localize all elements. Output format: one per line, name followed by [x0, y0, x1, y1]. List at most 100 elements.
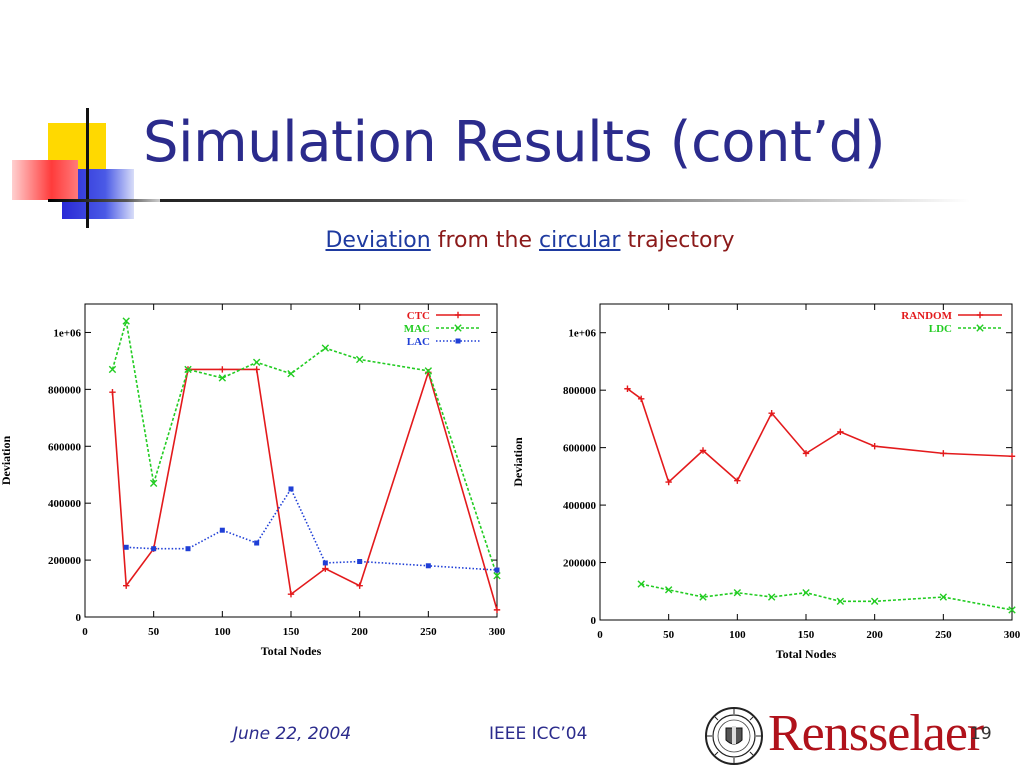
- data-point-random: [837, 428, 844, 436]
- data-point-lac: [322, 560, 328, 566]
- legend-marker-random: [976, 311, 984, 319]
- data-point-mac: [252, 358, 261, 367]
- data-point-lac: [219, 527, 225, 533]
- data-point-mac: [218, 374, 227, 382]
- data-point-mac: [355, 355, 364, 364]
- x-tick-label: 250: [935, 629, 952, 641]
- x-tick-label: 100: [214, 626, 231, 638]
- data-point-random: [624, 385, 631, 392]
- x-tick-label: 100: [729, 629, 746, 641]
- data-point-mac: [424, 367, 433, 375]
- legend-label-random: RANDOM: [901, 310, 952, 322]
- y-tick-label: 200000: [48, 555, 82, 567]
- data-point-ctc: [287, 591, 295, 598]
- y-tick-label: 800000: [48, 384, 82, 396]
- y-tick-label: 0: [76, 612, 82, 624]
- data-point-mac: [108, 365, 117, 374]
- x-tick-label: 200: [866, 629, 883, 641]
- corner-decoration: [12, 108, 160, 228]
- page-title: Simulation Results (cont’d): [143, 110, 886, 175]
- y-tick-label: 1e+06: [568, 328, 596, 340]
- footer-conference: IEEE ICC’04: [489, 724, 588, 744]
- brand-wordmark: Rensselaer: [768, 705, 984, 762]
- x-tick-label: 0: [82, 626, 88, 638]
- data-point-ctc: [322, 565, 329, 572]
- data-point-lac: [123, 544, 129, 550]
- plot-frame: [84, 303, 498, 618]
- data-point-random: [638, 395, 645, 402]
- y-tick-label: 1e+06: [53, 327, 81, 339]
- series-lac: [123, 486, 500, 573]
- x-tick-label: 300: [489, 626, 506, 638]
- data-point-random: [665, 478, 672, 486]
- data-point-mac: [184, 365, 192, 374]
- series-ctc: [109, 366, 501, 614]
- y-tick-label: 600000: [48, 441, 82, 453]
- legend-label-ldc: LDC: [929, 323, 952, 335]
- y-axis-label: Deviation: [0, 436, 13, 486]
- y-tick-label: 400000: [563, 500, 597, 512]
- subtitle-word-circular: circular: [539, 228, 621, 253]
- series-random: [624, 385, 1016, 486]
- data-point-lac: [357, 559, 363, 565]
- data-point-lac: [494, 567, 500, 573]
- data-point-ldc: [767, 593, 776, 601]
- data-point-mac: [122, 317, 130, 325]
- data-point-ldc: [870, 597, 879, 606]
- data-point-ldc: [637, 580, 645, 588]
- data-point-mac: [149, 479, 158, 487]
- data-point-ldc: [836, 597, 845, 606]
- data-point-ldc: [733, 589, 742, 597]
- legend-marker-ctc: [454, 311, 462, 319]
- data-point-ctc: [356, 582, 363, 589]
- x-tick-label: 0: [597, 629, 603, 641]
- x-tick-label: 300: [1004, 629, 1021, 641]
- legend-marker-mac: [454, 324, 462, 332]
- data-point-random: [940, 450, 947, 457]
- data-point-lac: [254, 540, 260, 546]
- horizontal-rule-left: [48, 199, 160, 202]
- data-point-lac: [425, 563, 431, 569]
- red-block: [12, 160, 78, 200]
- data-point-lac: [288, 486, 294, 492]
- data-point-ldc: [1008, 606, 1016, 614]
- legend-label-lac: LAC: [407, 336, 430, 348]
- data-point-ctc: [109, 389, 116, 396]
- data-point-lac: [185, 546, 191, 552]
- x-axis-label: Total Nodes: [776, 647, 837, 661]
- page-number: 19: [970, 724, 992, 744]
- y-tick-label: 600000: [563, 443, 597, 455]
- data-point-mac: [321, 344, 330, 352]
- legend-marker-ldc: [976, 324, 984, 332]
- data-point-lac: [151, 546, 157, 552]
- data-point-ctc: [219, 366, 226, 373]
- data-point-ctc: [123, 582, 130, 589]
- subtitle-word-from-the: from the: [437, 228, 533, 253]
- x-tick-label: 150: [798, 629, 815, 641]
- data-point-random: [871, 443, 878, 450]
- legend-label-mac: MAC: [404, 323, 430, 335]
- data-point-ldc: [699, 593, 707, 601]
- data-point-random: [734, 477, 741, 484]
- data-point-random: [802, 450, 810, 457]
- x-tick-label: 150: [283, 626, 300, 638]
- subtitle-word-trajectory: trajectory: [627, 228, 735, 253]
- left-chart: 0 50 100 150 200 250 300 0 200000 400000 600000 800…: [0, 303, 506, 658]
- x-axis-label: Total Nodes: [261, 644, 322, 658]
- data-point-ldc: [939, 593, 948, 601]
- data-point-ctc: [253, 366, 260, 373]
- series-mac: [108, 317, 501, 580]
- x-tick-label: 200: [351, 626, 368, 638]
- y-tick-label: 200000: [563, 558, 597, 570]
- series-line-ldc: [641, 583, 1013, 611]
- legend-label-ctc: CTC: [407, 310, 430, 322]
- data-point-random: [768, 409, 775, 417]
- x-tick-label: 50: [148, 626, 160, 638]
- data-point-ldc: [802, 589, 810, 597]
- university-seal-icon: [705, 707, 763, 765]
- legend-marker-lac: [455, 338, 461, 344]
- data-point-ctc: [493, 606, 501, 614]
- x-tick-label: 250: [420, 626, 437, 638]
- data-point-mac: [493, 572, 501, 580]
